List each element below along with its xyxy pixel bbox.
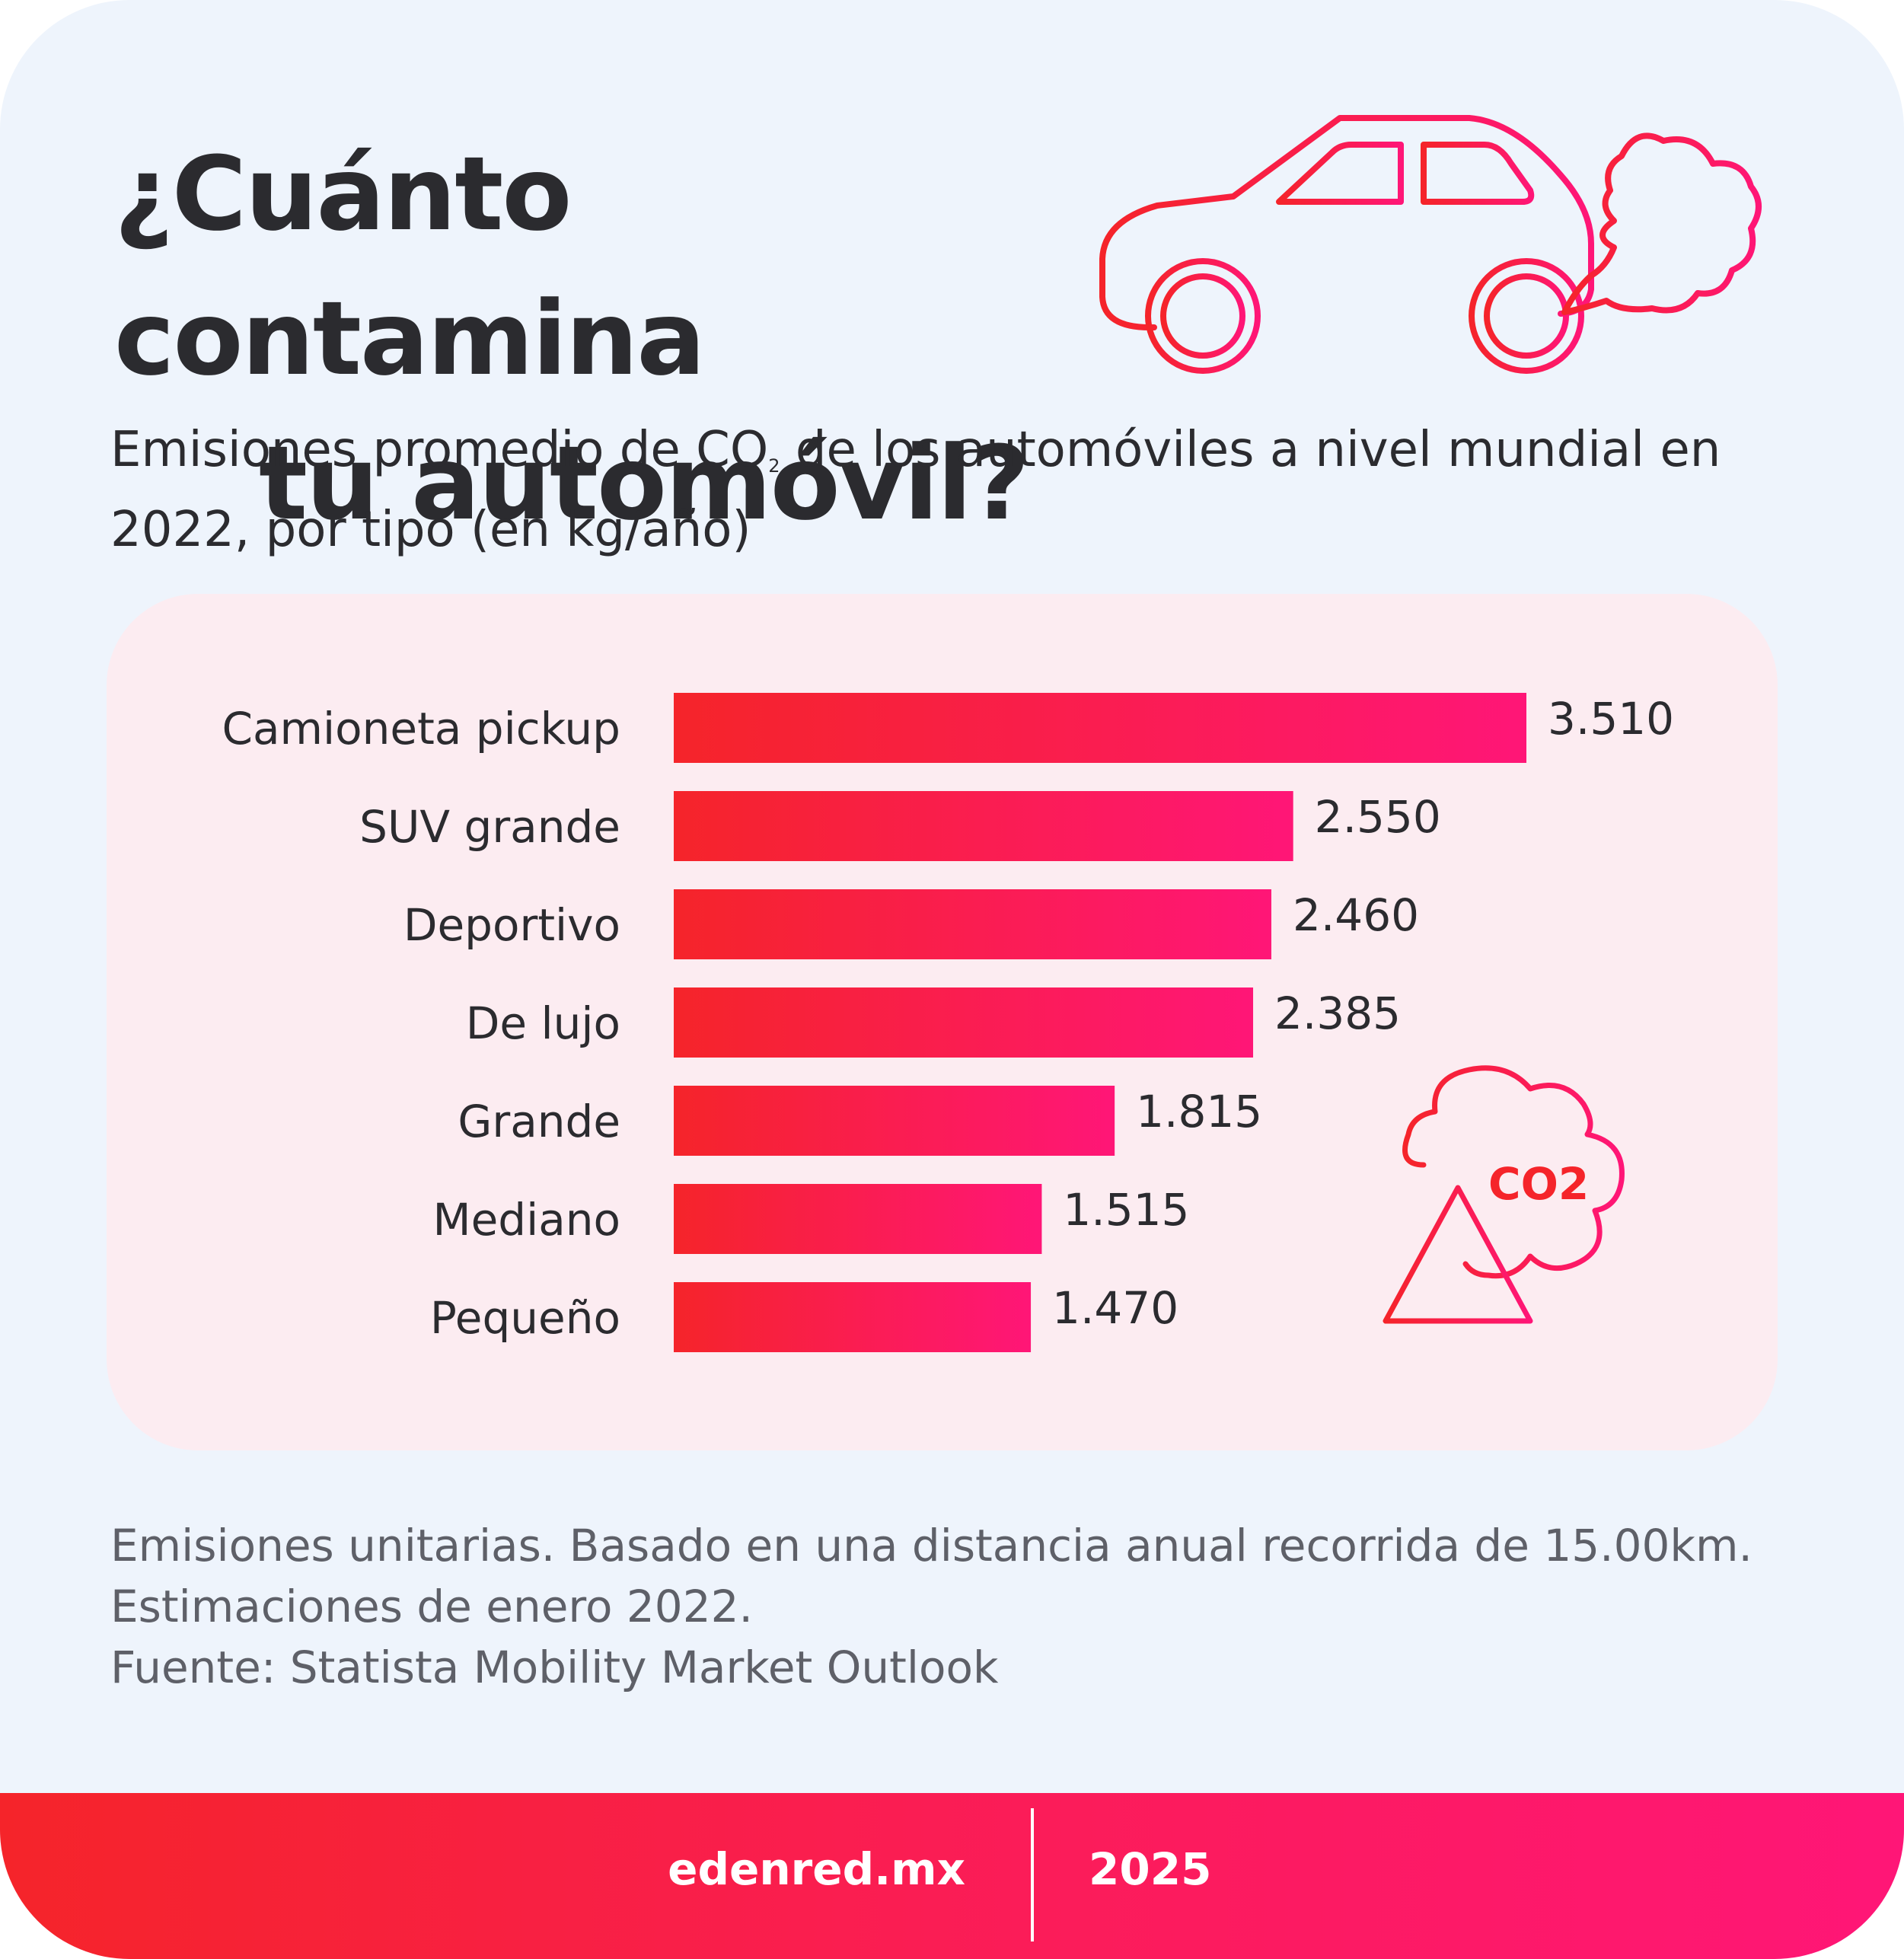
chart-footnote: Emisiones unitarias. Basado en una dista…: [110, 1515, 1861, 1698]
car-exhaust-icon: [1099, 115, 1762, 374]
footer-year: 2025: [1089, 1843, 1212, 1895]
footer-site-link[interactable]: edenred.mx: [668, 1843, 965, 1895]
bar: [674, 693, 1526, 763]
category-label: De lujo: [466, 997, 620, 1049]
category-label: Mediano: [433, 1194, 620, 1246]
value-label: 2.385: [1274, 987, 1401, 1039]
bar: [674, 987, 1254, 1058]
bar: [674, 791, 1293, 861]
footer-bar: edenred.mx 2025: [0, 1793, 1904, 1959]
value-label: 1.815: [1136, 1086, 1262, 1137]
value-label: 2.550: [1315, 791, 1441, 843]
subtitle-part-1: Emisiones promedio de CO: [110, 422, 769, 478]
value-label: 2.460: [1293, 889, 1419, 941]
bar: [674, 1282, 1032, 1352]
value-label: 1.470: [1052, 1282, 1178, 1334]
subtitle-part-2: de los automóviles a nivel mundial en 20…: [110, 422, 1721, 558]
value-label: 3.510: [1548, 693, 1674, 745]
footnote-line-2: Estimaciones de enero 2022.: [110, 1581, 753, 1632]
bar: [674, 889, 1271, 959]
co2-label: CO2: [1488, 1158, 1589, 1210]
bar-chart: Camioneta pickup 3.510 SUV grande 2.550 Depo…: [222, 693, 1674, 1352]
title-line-2: tu automóvil?: [259, 424, 1030, 543]
title-line-1: ¿Cuánto contamina: [114, 135, 706, 398]
category-label: SUV grande: [359, 801, 620, 853]
footnote-line-1: Emisiones unitarias. Basado en una dista…: [110, 1520, 1753, 1571]
page-title: ¿Cuánto contamina tu automóvil?: [114, 122, 1104, 556]
category-label: Pequeño: [430, 1292, 620, 1344]
bar: [674, 1184, 1042, 1254]
chart-subtitle: Emisiones promedio de CO2 de los automóv…: [110, 415, 1823, 565]
bar: [674, 1086, 1115, 1156]
footer-divider: [1031, 1808, 1034, 1941]
chart-panel: Camioneta pickup 3.510 SUV grande 2.550 Depo…: [107, 594, 1778, 1450]
category-label: Deportivo: [403, 899, 620, 951]
footnote-source: Fuente: Statista Mobility Market Outlook: [110, 1642, 999, 1693]
co2-warning-icon: CO2: [1383, 1065, 1625, 1324]
category-label: Grande: [458, 1096, 620, 1147]
value-label: 1.515: [1063, 1184, 1189, 1236]
category-label: Camioneta pickup: [222, 703, 620, 755]
subtitle-subscript: 2: [768, 455, 780, 477]
